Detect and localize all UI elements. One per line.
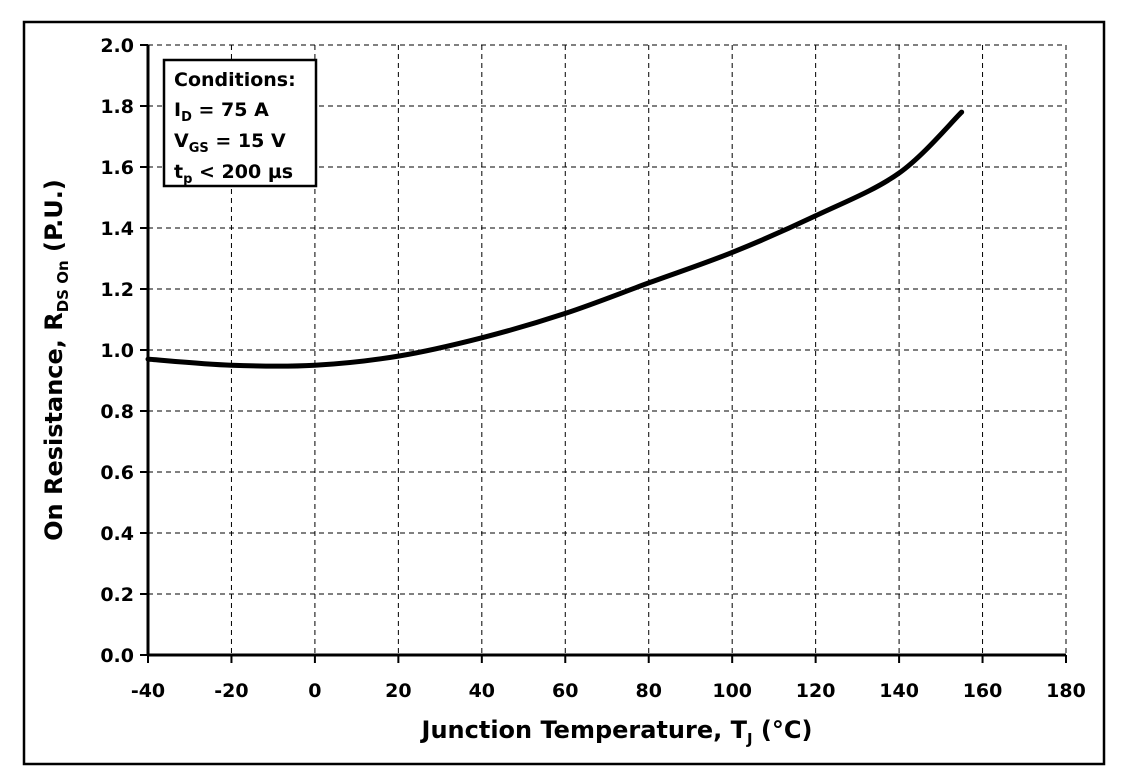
y-tick-label: 1.6 bbox=[100, 157, 134, 179]
legend-title: Conditions: bbox=[174, 69, 296, 91]
y-tick-label: 1.2 bbox=[100, 279, 134, 301]
legend: Conditions: ID = 75 A VGS = 15 V tp < 200 µ… bbox=[162, 58, 318, 188]
y-tick-label: 2.0 bbox=[100, 35, 134, 57]
x-tick-label: -20 bbox=[214, 680, 248, 702]
series-line-0 bbox=[145, 109, 965, 369]
y-tick-label: 1.8 bbox=[100, 96, 134, 118]
axis-labels: Junction Temperature, TJ (°C) On Resistan… bbox=[40, 179, 812, 748]
x-tick-label: 0 bbox=[308, 680, 321, 702]
y-tick-label: 0.0 bbox=[100, 645, 134, 667]
x-tick-label: 60 bbox=[552, 680, 578, 702]
y-tick-label: 1.0 bbox=[100, 340, 134, 362]
y-axis-label: On Resistance, RDS On (P.U.) bbox=[40, 179, 72, 541]
legend-item: ID = 75 A bbox=[174, 99, 269, 125]
x-tick-label: 120 bbox=[796, 680, 836, 702]
series-layer bbox=[145, 109, 965, 369]
x-tick-label: 160 bbox=[963, 680, 1003, 702]
y-tick-label: 1.4 bbox=[100, 218, 134, 240]
x-tick-label: -40 bbox=[131, 680, 165, 702]
y-tick-label: 0.6 bbox=[100, 462, 134, 484]
x-tick-label: 140 bbox=[879, 680, 919, 702]
y-tick-label: 0.2 bbox=[100, 584, 134, 606]
tick-labels: 0.0 0.2 0.4 0.6 0.8 1.0 1.2 1.4 1.6 1.8 2.0 -40 -20 0… bbox=[100, 35, 1086, 702]
y-tick-label: 0.8 bbox=[100, 401, 134, 423]
x-tick-label: 180 bbox=[1046, 680, 1086, 702]
x-tick-label: 40 bbox=[469, 680, 495, 702]
x-tick-label: 100 bbox=[712, 680, 752, 702]
legend-item: tp < 200 µs bbox=[174, 161, 293, 187]
axes bbox=[140, 44, 1067, 663]
y-tick-label: 0.4 bbox=[100, 523, 134, 545]
x-tick-label: 20 bbox=[385, 680, 411, 702]
legend-box bbox=[162, 58, 318, 188]
x-axis-label: Junction Temperature, TJ (°C) bbox=[420, 716, 813, 748]
x-tick-label: 80 bbox=[636, 680, 662, 702]
legend-item: VGS = 15 V bbox=[174, 130, 286, 156]
